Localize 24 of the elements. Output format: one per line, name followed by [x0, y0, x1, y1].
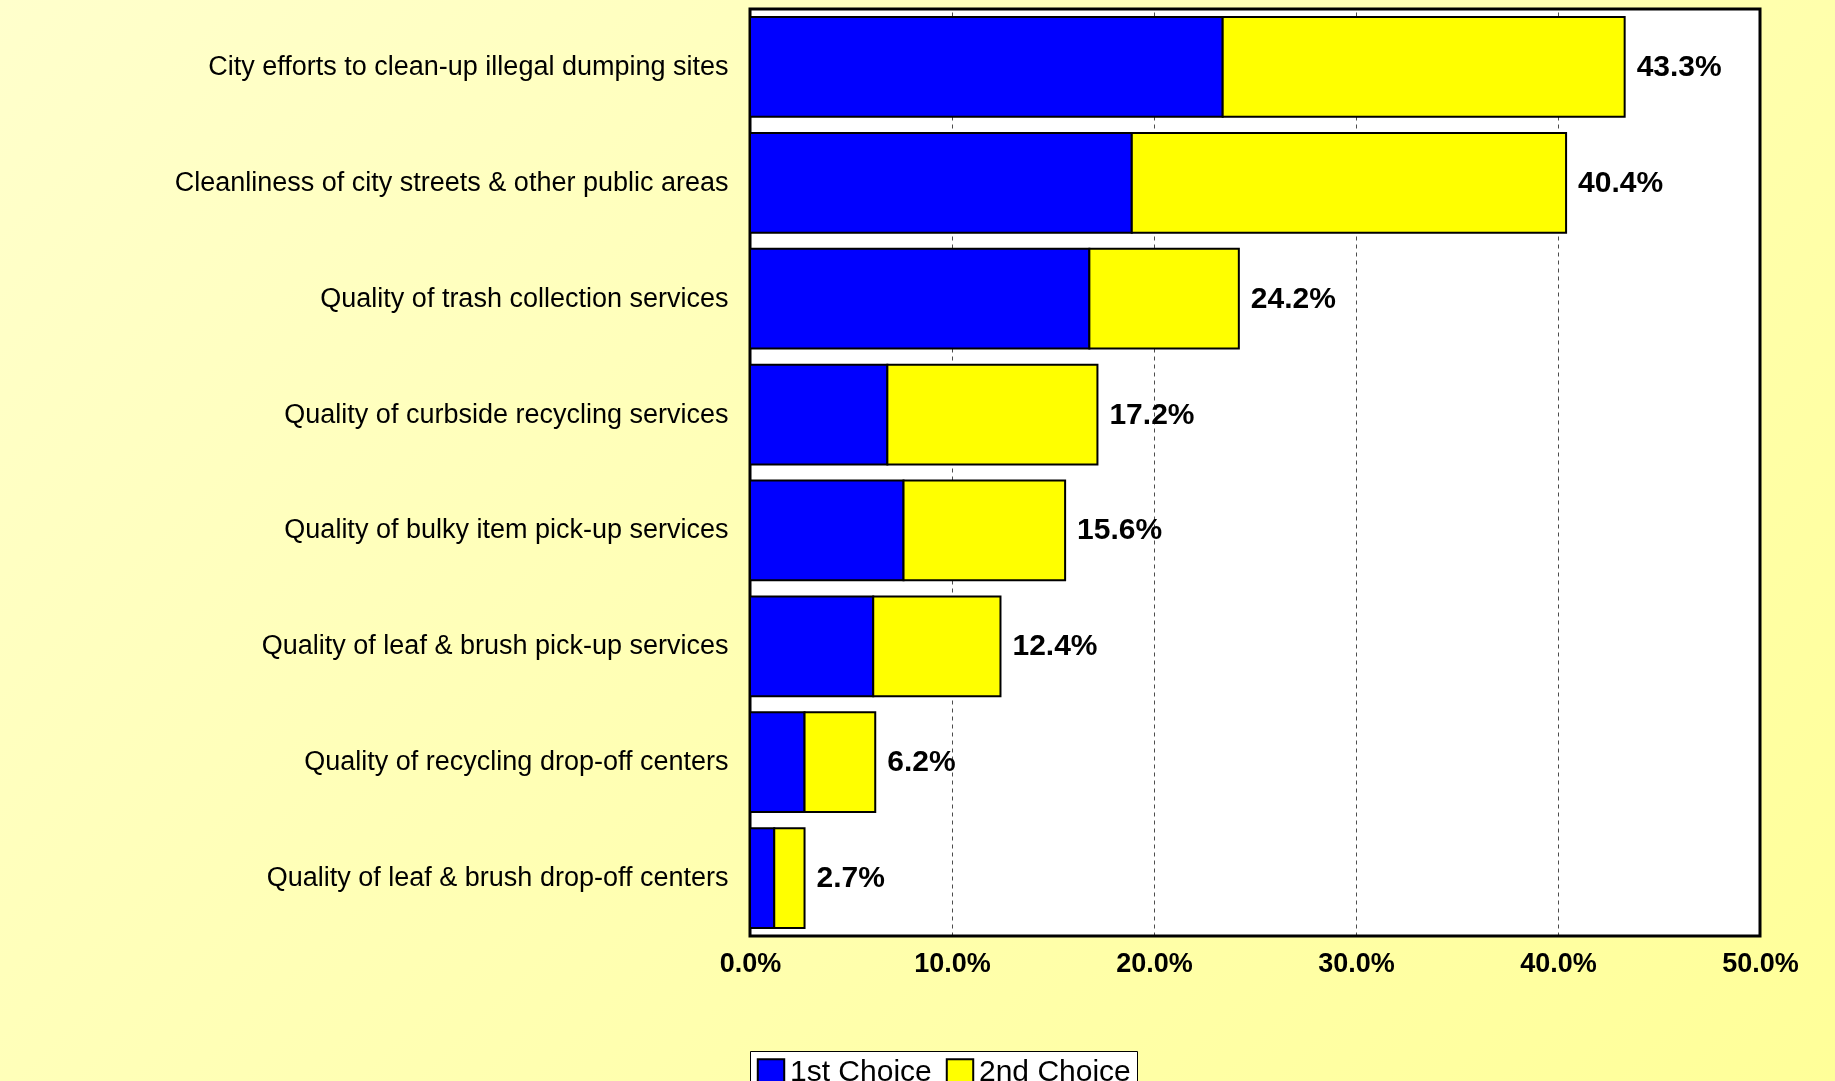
y-tick-label: Quality of recycling drop-off centers — [304, 746, 729, 777]
total-label: 15.6% — [1077, 512, 1163, 546]
y-tick-label: Quality of leaf & brush pick-up services — [261, 630, 729, 661]
y-tick-label: Cleanliness of city streets & other public areas — [174, 166, 729, 197]
y-tick-label: Quality of trash collection services — [320, 282, 729, 313]
total-label: 2.7% — [816, 860, 885, 894]
y-tick-label: Quality of curbside recycling services — [284, 398, 729, 429]
x-tick-label: 0.0% — [719, 947, 782, 978]
total-label: 6.2% — [887, 744, 956, 778]
legend-label: 2nd Choice — [979, 1054, 1131, 1081]
x-tick-label: 10.0% — [914, 947, 991, 978]
y-tick-label: Quality of bulky item pick-up services — [284, 514, 729, 545]
y-tick-label: City efforts to clean-up illegal dumping sites — [208, 50, 729, 81]
legend-label: 1st Choice — [790, 1054, 932, 1081]
y-tick-label: Quality of leaf & brush drop-off centers — [266, 862, 729, 893]
total-label: 12.4% — [1012, 628, 1098, 662]
total-label: 43.3% — [1636, 48, 1722, 82]
total-label: 24.2% — [1250, 280, 1336, 314]
x-tick-label: 20.0% — [1116, 947, 1193, 978]
x-tick-label: 40.0% — [1520, 947, 1597, 978]
total-label: 40.4% — [1578, 164, 1664, 198]
x-tick-label: 50.0% — [1722, 947, 1799, 978]
x-tick-label: 30.0% — [1318, 947, 1395, 978]
total-label: 17.2% — [1109, 396, 1195, 430]
